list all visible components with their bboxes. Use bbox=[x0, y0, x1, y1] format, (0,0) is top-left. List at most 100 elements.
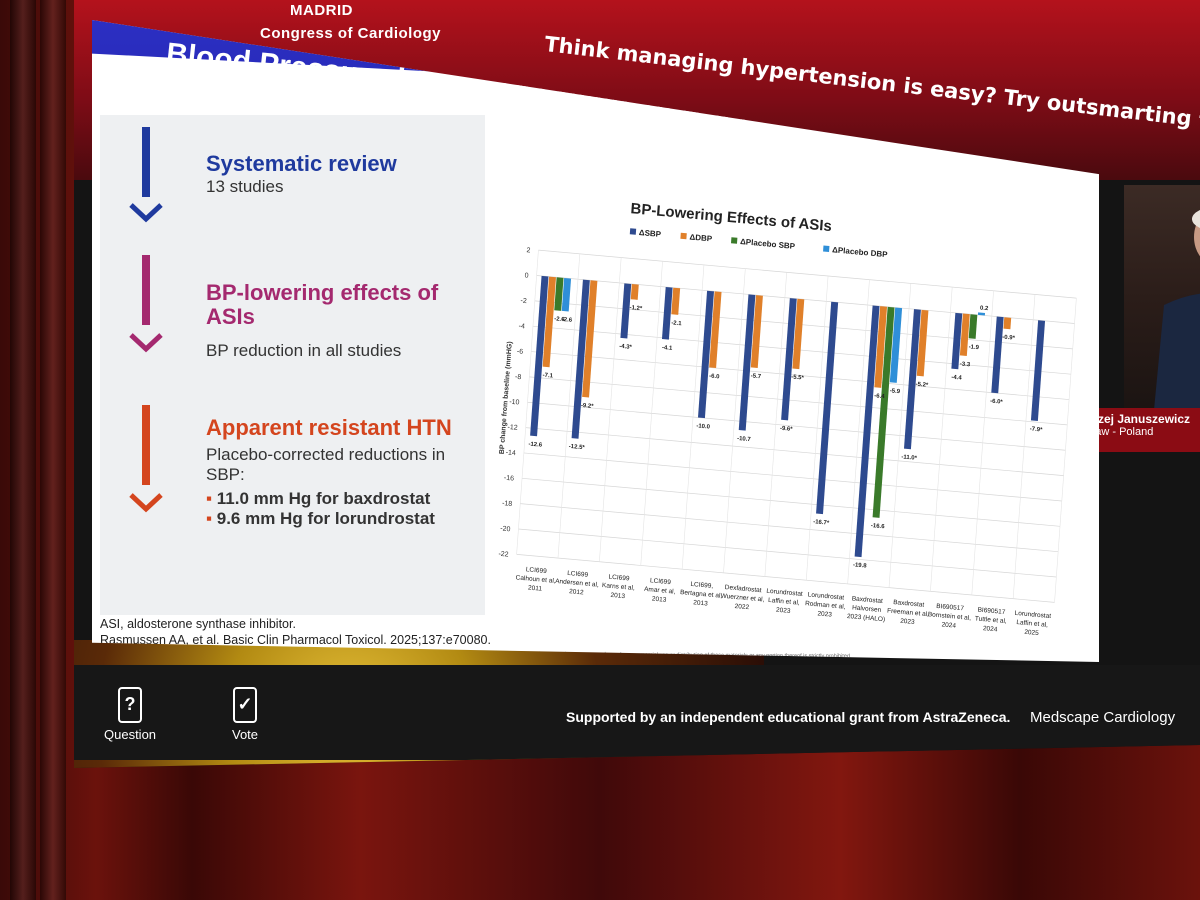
gridline-vertical bbox=[1012, 294, 1036, 599]
bullet-item: ▪ 9.6 mm Hg for lorundrostat bbox=[206, 509, 435, 528]
gridline-vertical bbox=[640, 261, 663, 566]
x-category-label: Amar et al, bbox=[644, 586, 676, 596]
gridline bbox=[518, 528, 1057, 578]
x-category-label: Lorundrostat bbox=[1014, 610, 1051, 620]
x-category-label: Halvorsen bbox=[852, 604, 882, 614]
bar bbox=[903, 309, 921, 450]
y-tick-label: -14 bbox=[505, 449, 516, 457]
x-category-label: LCI699, bbox=[690, 581, 713, 590]
y-tick-label: -2 bbox=[520, 298, 527, 306]
x-category-label: Lorundrostat bbox=[807, 591, 844, 601]
legend-label: ΔSBP bbox=[639, 228, 662, 239]
step-bp-lowering: BP-lowering effects of ASIs BP reduction… bbox=[206, 281, 456, 361]
step-heading: Apparent resistant HTN bbox=[206, 415, 452, 440]
y-tick-label: -8 bbox=[515, 374, 522, 382]
x-category-label: 2013 bbox=[652, 596, 667, 604]
data-label: -7.1 bbox=[542, 373, 553, 380]
speaker-video bbox=[1124, 185, 1200, 410]
data-label: -2.6 bbox=[554, 316, 565, 323]
data-label: -4.4 bbox=[951, 375, 962, 382]
legend-swatch bbox=[730, 237, 738, 244]
bar bbox=[959, 313, 970, 356]
gridline-vertical bbox=[764, 272, 787, 577]
bar bbox=[874, 306, 888, 388]
bar bbox=[530, 275, 549, 437]
gridline bbox=[527, 401, 1066, 451]
y-tick-label: -18 bbox=[502, 500, 513, 508]
x-category-label: LCI699 bbox=[567, 570, 589, 579]
gridline-vertical bbox=[930, 287, 953, 592]
citation: Rasmussen AA, et al. Basic Clin Pharmaco… bbox=[100, 633, 491, 647]
vote-button[interactable]: ✓ Vote bbox=[232, 687, 258, 742]
y-tick-label: -10 bbox=[509, 399, 520, 407]
bar bbox=[697, 290, 715, 419]
step-heading: BP-lowering effects of ASIs bbox=[206, 280, 439, 329]
chart-bars bbox=[530, 275, 1046, 558]
bar bbox=[571, 279, 590, 439]
x-category-label: 2025 bbox=[1024, 629, 1039, 637]
x-category-label: Freeman et al, bbox=[887, 608, 929, 619]
legend-swatch bbox=[629, 228, 637, 235]
bar bbox=[1003, 317, 1012, 330]
question-button[interactable]: ? Question bbox=[104, 687, 156, 742]
bp-chart: BP-Lowering Effects of ASIs ΔSBP ΔDBP ΔPla… bbox=[498, 200, 1077, 637]
gridline bbox=[534, 300, 1073, 350]
x-category-label: Rodman et al, bbox=[805, 600, 846, 611]
vote-label: Vote bbox=[232, 727, 259, 742]
data-label: -0.9* bbox=[1002, 335, 1016, 342]
speaker-silhouette bbox=[1154, 207, 1200, 410]
data-label: -2.6 bbox=[562, 317, 573, 324]
chevron-down-icon bbox=[129, 493, 163, 513]
x-category-label: Bertagna et al, bbox=[680, 589, 723, 600]
bar bbox=[738, 294, 756, 431]
bar bbox=[661, 287, 673, 340]
gridline-vertical bbox=[516, 250, 539, 555]
gridline-vertical bbox=[805, 275, 829, 581]
x-category-label: Laffin et al, bbox=[768, 597, 800, 607]
x-category-label: Wuerzner et al, bbox=[720, 593, 764, 604]
x-category-label: LCI699 bbox=[608, 574, 630, 583]
y-tick-label: -20 bbox=[500, 525, 511, 533]
curtain-fold bbox=[10, 0, 36, 900]
bar bbox=[620, 283, 632, 339]
slide: Blood Pressure-Lowering Effects of ASIs … bbox=[92, 20, 1099, 662]
x-category-label: 2023 bbox=[817, 610, 832, 618]
gridline bbox=[523, 452, 1062, 502]
step-resistant-htn: Apparent resistant HTN Placebo-corrected… bbox=[206, 415, 476, 529]
bullet-item: ▪ 11.0 mm Hg for baxdrostat bbox=[206, 489, 431, 508]
data-label: -9.6* bbox=[780, 426, 794, 433]
data-label: -6.0* bbox=[990, 399, 1004, 406]
gridline bbox=[536, 275, 1075, 324]
bar bbox=[582, 280, 598, 398]
data-label: -6.4 bbox=[874, 393, 885, 400]
data-label: -10.0 bbox=[696, 423, 711, 430]
data-label: 0.2 bbox=[980, 306, 989, 313]
data-label: -4.1 bbox=[662, 345, 673, 352]
x-category-label: 2013 bbox=[693, 599, 708, 607]
step-body: Placebo-corrected reductions in SBP: bbox=[206, 445, 446, 484]
x-category-label: 2022 bbox=[734, 603, 749, 611]
projection-screen: MADRID Congress of Cardiology Think mana… bbox=[74, 0, 1200, 768]
step-heading: Systematic review bbox=[206, 151, 397, 176]
x-category-label: 2023 bbox=[900, 618, 915, 626]
bar bbox=[977, 312, 986, 316]
x-category-label: Laffin et al, bbox=[1016, 619, 1048, 629]
data-label: -12.6 bbox=[528, 442, 543, 449]
x-category-label: 2011 bbox=[528, 585, 543, 593]
data-label: -12.5* bbox=[568, 444, 585, 451]
y-tick-label: -16 bbox=[504, 475, 515, 483]
bar bbox=[671, 287, 681, 315]
x-category-label: 2024 bbox=[941, 621, 956, 629]
chart-legend: ΔSBP ΔDBP ΔPlacebo SBP ΔPlacebo DBP bbox=[629, 228, 888, 259]
step-arrow bbox=[142, 405, 150, 485]
gridline-vertical bbox=[557, 253, 581, 559]
bar bbox=[991, 316, 1004, 394]
gridline-vertical bbox=[681, 264, 705, 570]
legend-swatch bbox=[680, 232, 687, 240]
bar bbox=[750, 295, 763, 368]
x-category-label: Baxdrostat bbox=[852, 595, 884, 605]
y-tick-label: 2 bbox=[526, 247, 530, 254]
data-label: -5.9 bbox=[890, 388, 901, 395]
